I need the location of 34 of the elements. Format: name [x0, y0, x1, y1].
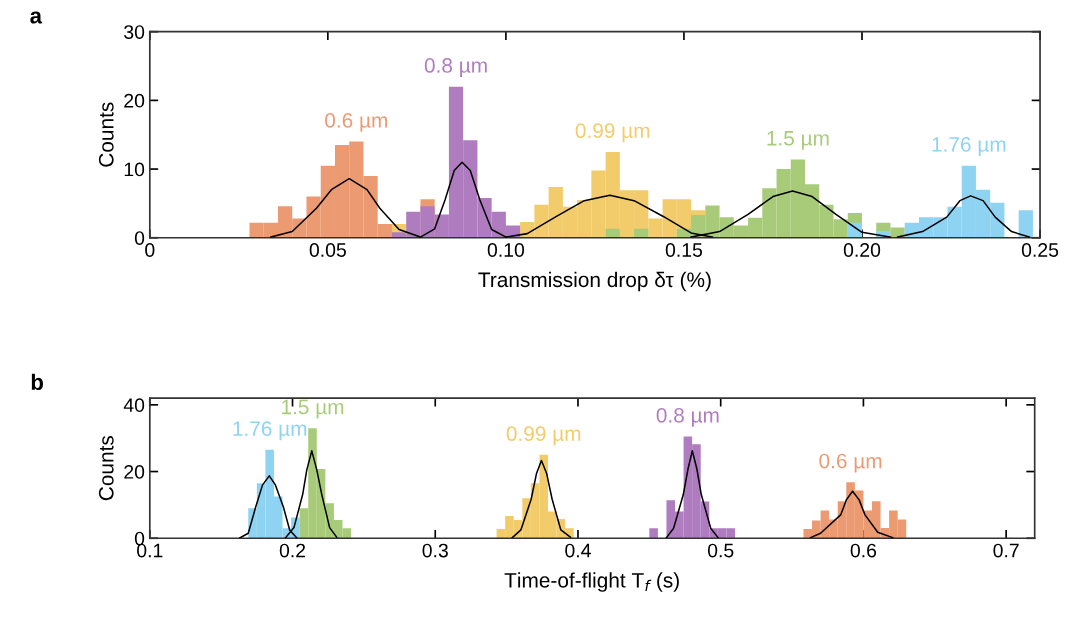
x-axis-title: Time-of-flight T$_{f}$ (s) — [504, 572, 679, 592]
x-axis-title: Transmission drop δτ (%) — [478, 271, 711, 292]
series-label: 0.6 µm — [325, 113, 388, 132]
y-axis-title: Counts — [98, 102, 114, 167]
y-axis-title: Counts — [98, 435, 114, 501]
y-tick-label: 0 — [134, 231, 145, 245]
series-label: 0.8 µm — [656, 407, 719, 427]
y-tick-label: 10 — [124, 162, 145, 177]
series-label: 1.76 µm — [932, 137, 1006, 156]
x-tick-label: 0.10 — [487, 243, 525, 257]
x-tick-label: 0 — [145, 243, 155, 257]
x-tick-label: 0.25 — [1021, 243, 1059, 257]
x-tick-label: 0.7 — [993, 543, 1019, 558]
series-label: 1.5 µm — [767, 131, 829, 150]
x-tick-label: 0.5 — [707, 543, 734, 558]
x-tick-label: 0.20 — [843, 243, 881, 257]
x-tick-label: 0.6 — [850, 543, 877, 558]
series-label: 0.99 µm — [506, 426, 581, 446]
chart-title: a — [30, 11, 43, 24]
x-tick-label: 0.2 — [279, 543, 306, 558]
y-tick-label: 20 — [124, 93, 145, 108]
series-label: 0.8 µm — [424, 58, 487, 77]
y-tick-label: 20 — [124, 465, 145, 479]
series-label: 1.76 µm — [233, 421, 307, 441]
series-label: 0.6 µm — [819, 453, 882, 473]
series-label: 1.5 µm — [282, 399, 344, 419]
series-label: 0.99 µm — [575, 123, 650, 143]
y-tick-label: 40 — [123, 398, 145, 413]
x-tick-label: 0.05 — [309, 243, 346, 257]
x-tick-label: 0.4 — [565, 543, 591, 558]
chart-title: b — [31, 373, 43, 391]
x-tick-label: 0.3 — [422, 543, 448, 558]
y-tick-label: 30 — [124, 25, 145, 39]
x-tick-label: 0.15 — [665, 243, 703, 257]
